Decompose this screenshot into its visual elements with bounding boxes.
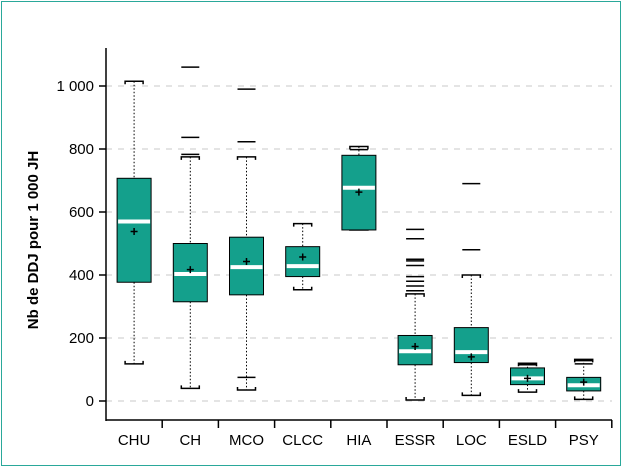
upper-whisker-cap (349, 145, 369, 150)
box-psy (566, 358, 602, 401)
lower-whisker-cap (236, 386, 257, 391)
y-axis-label: Nb de DDJ pour 1 000 JH (25, 151, 42, 329)
mean-marker (467, 353, 475, 361)
mean-marker (243, 257, 250, 265)
box-series (116, 66, 602, 401)
upper-whisker-cap (180, 156, 201, 160)
y-tick-label: 1 000 (56, 78, 94, 95)
x-tick-label: ESSR (395, 432, 436, 449)
upper-whisker-cap (236, 156, 257, 160)
upper-whisker-cap (405, 293, 425, 297)
mean-marker (355, 188, 363, 196)
x-tick-label: MCO (229, 432, 264, 449)
box-essr (397, 228, 433, 401)
x-tick-label: ESLD (508, 432, 547, 449)
box-mco (229, 88, 264, 391)
box-loc (453, 182, 489, 397)
lower-whisker-cap (292, 286, 313, 291)
lower-whisker-cap (461, 392, 482, 397)
lower-whisker-cap (573, 396, 594, 401)
box-iqr (285, 246, 321, 278)
lower-whisker-cap (180, 385, 201, 390)
x-tick-label: PSY (569, 432, 599, 449)
y-tick-label: 400 (69, 267, 94, 284)
x-tick-label: CHU (118, 432, 151, 449)
y-tick-label: 200 (69, 330, 94, 347)
y-tick-label: 600 (69, 204, 94, 221)
x-tick-label: LOC (456, 432, 487, 449)
mean-marker (299, 253, 307, 261)
box-ch (172, 66, 208, 390)
x-tick-label: CH (179, 432, 201, 449)
upper-whisker-cap (461, 274, 482, 278)
y-tick-label: 800 (69, 141, 94, 158)
upper-whisker-cap (124, 80, 144, 85)
mean-marker (186, 266, 194, 274)
x-axis: CHU CH MCO CLCC HIA ESSR LOC ESLD PSY (106, 419, 613, 449)
upper-whisker-cap (292, 222, 313, 227)
mean-marker (524, 374, 531, 382)
box-esld (510, 362, 545, 393)
mean-marker (130, 228, 138, 236)
lower-whisker-cap (405, 397, 425, 401)
y-tick-label: 0 (86, 393, 94, 410)
box-chu (116, 80, 152, 365)
box-clcc (285, 222, 321, 291)
box-hia (341, 145, 377, 231)
y-axis: 0 200 400 600 800 1 000 (56, 48, 107, 421)
mean-marker (411, 343, 419, 351)
x-tick-label: CLCC (282, 432, 323, 449)
mean-marker (580, 378, 588, 386)
lower-whisker-cap (517, 389, 538, 393)
x-tick-label: HIA (346, 432, 371, 449)
lower-whisker-cap (124, 360, 144, 365)
